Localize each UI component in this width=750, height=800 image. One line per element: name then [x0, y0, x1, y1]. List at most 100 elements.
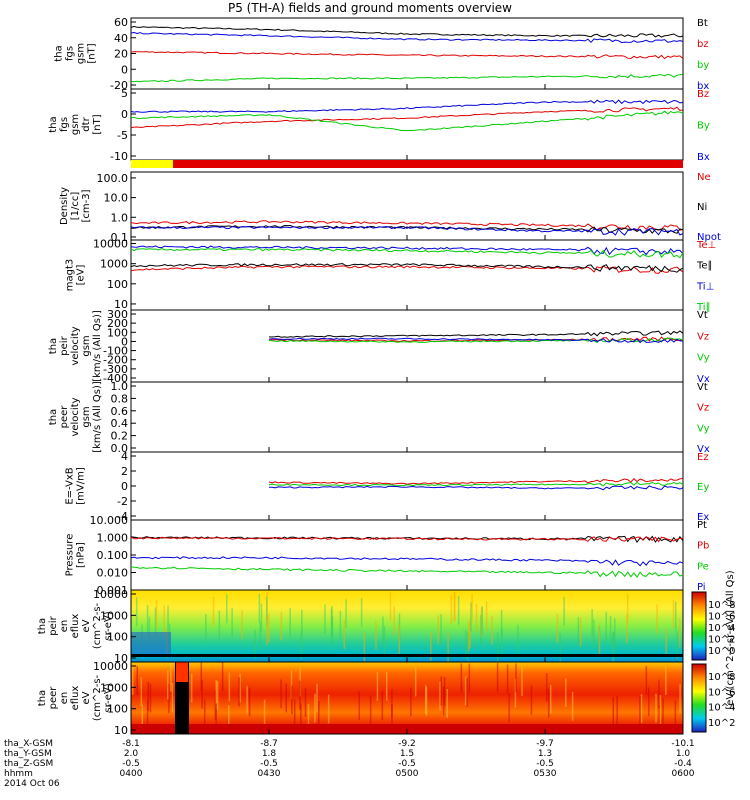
footer-hhmm: 0530: [534, 769, 557, 779]
y-axis-label: [nT]: [92, 114, 103, 134]
spectrogram-streak: [376, 671, 379, 701]
spectrogram-streak: [612, 697, 615, 726]
series-Vx: [268, 337, 684, 344]
series-Ti∥: [130, 248, 684, 259]
y-tick-label: 10.000: [90, 514, 129, 527]
legend-Vt: Vt: [697, 382, 708, 393]
y-axis-label: [nPa]: [76, 542, 87, 568]
spectrogram-streak: [221, 662, 224, 691]
legend-Ti⊥: Ti⊥: [696, 281, 714, 292]
y-tick-label: -300: [103, 363, 128, 376]
spectrogram-streak: [136, 666, 139, 695]
y-axis-label: en: [59, 692, 70, 705]
spectrogram-streak: [616, 695, 618, 725]
spectrogram-streak: [345, 599, 347, 629]
series-Ey: [268, 481, 684, 487]
panel-9: 10000 1000 100 10 tha peir en eflux eV (cm^2-s-sr…: [37, 588, 735, 665]
series-Bz: [130, 106, 684, 129]
spectrogram-streak: [241, 610, 243, 640]
spectrogram-streak: [645, 665, 648, 695]
spectrogram-streak: [506, 664, 509, 694]
legend-Vt: Vt: [697, 310, 708, 321]
y-tick-label: 1.000: [97, 532, 129, 545]
y-axis-label: gsm: [70, 114, 81, 135]
colorbar-tick: 10^8: [708, 600, 735, 611]
y-axis-label: gsm: [81, 406, 92, 427]
colorbar-tick: 10^8: [708, 672, 735, 683]
y-axis-label: eV: [81, 691, 92, 704]
y-tick-label: 100.0: [97, 172, 129, 185]
spectrogram-streak: [464, 676, 467, 706]
y-tick-label: 2: [121, 465, 128, 478]
y-tick-label: 4: [121, 450, 128, 463]
spectrogram-streak: [410, 687, 412, 717]
y-axis-label: peer: [59, 405, 70, 429]
spectrogram-streak: [656, 604, 658, 634]
y-tick-label: -20: [110, 79, 128, 92]
series-Pb: [130, 536, 683, 543]
spectrogram-streak: [658, 679, 660, 709]
panel-10: 10000 1000 100 10 tha peer en eflux eV (cm^2-s-sr…: [37, 660, 735, 737]
spectrogram-streak: [155, 599, 158, 629]
spectrogram-streak: [591, 609, 593, 638]
spectrogram-streak: [424, 685, 427, 714]
y-tick-label: 10000: [93, 660, 128, 673]
spectrogram-streak: [375, 620, 377, 650]
y-axis-label: Pressure: [65, 534, 76, 577]
y-axis-label: peir: [48, 615, 59, 635]
spectrogram-streak: [446, 688, 448, 718]
spectrogram-streak: [556, 613, 559, 643]
y-tick-label: 0.100: [97, 549, 129, 562]
spectrogram-streak: [149, 683, 152, 713]
legend-Te⊥: Te⊥: [696, 240, 716, 251]
series-Ex: [268, 485, 684, 491]
footer-z-gsm: -0.5: [122, 759, 140, 769]
y-tick-label: 1.0: [111, 211, 129, 224]
spectrogram-streak: [389, 592, 392, 621]
colorbar: [691, 663, 707, 733]
panel-frame: [130, 519, 684, 591]
spectrogram-streak: [391, 704, 393, 734]
mode-bar-segment: [131, 160, 173, 168]
footer-z-gsm: -0.5: [398, 759, 416, 769]
legend-Pt: Pt: [697, 520, 707, 531]
y-tick-label: 0: [121, 480, 128, 493]
spectrogram-streak: [614, 618, 616, 648]
spectrogram-streak: [659, 695, 662, 724]
y-axis-label: gsm: [81, 335, 92, 356]
y-axis-label: (cm^2-s-: [92, 674, 103, 721]
spectrogram-streak: [605, 611, 608, 641]
spectrogram-streak: [501, 628, 503, 658]
legend-By: By: [697, 121, 710, 132]
y-axis-label: magt3: [65, 259, 76, 292]
legend-Ez: Ez: [697, 452, 709, 463]
spectrogram-streak: [141, 704, 144, 734]
spectrogram-streak: [457, 595, 460, 625]
spectrogram-streak: [442, 686, 445, 716]
y-axis-label: velocity: [70, 397, 81, 436]
y-tick-label: 300: [107, 308, 128, 321]
footer-x-gsm: -8.1: [122, 739, 140, 749]
y-tick-label: -100: [103, 345, 128, 358]
spectrogram-streak: [672, 599, 675, 629]
legend-Vx: Vx: [697, 444, 710, 455]
y-axis-label: E=-VxB: [65, 467, 76, 504]
spectrogram-streak: [285, 683, 288, 713]
y-tick-label: -200: [103, 354, 128, 367]
series-by: [130, 73, 684, 83]
spectrogram-streak: [437, 615, 439, 645]
panel-3: 100.0 10.0 1.0 0.1 Density [1/cc] [cm-3] Ne Ni Np…: [59, 171, 721, 244]
spectrogram-streak: [464, 630, 467, 660]
legend-Ne: Ne: [697, 172, 711, 183]
colorbar-tick: 10^4: [708, 703, 735, 714]
spectrogram-streak: [565, 678, 567, 708]
y-tick-label: 0.4: [111, 417, 129, 430]
y-tick-label: 0.010: [97, 567, 129, 580]
spectrogram-streak: [439, 681, 441, 711]
series-Ne: [130, 220, 684, 231]
spectrogram-streak: [147, 681, 149, 711]
y-tick-label: 0.1: [111, 231, 129, 244]
spectrogram-streak: [609, 615, 612, 645]
legend-bx: bx: [697, 81, 709, 92]
legend-Vx: Vx: [697, 374, 710, 385]
